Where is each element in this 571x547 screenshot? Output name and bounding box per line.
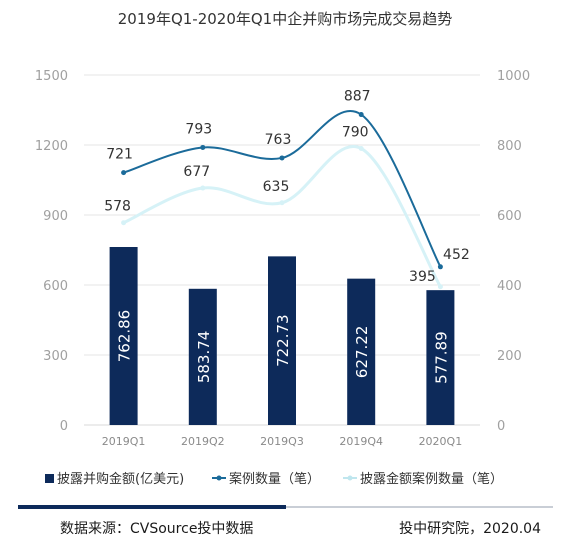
point-case-count [121, 170, 127, 176]
label-case-count: 763 [265, 132, 292, 148]
bar-label: 722.73 [274, 314, 292, 367]
bar-label: 583.74 [195, 331, 213, 384]
point-case-count [200, 144, 206, 150]
x-tick-label: 2020Q1 [419, 435, 463, 448]
right-tick-label: 200 [497, 349, 522, 364]
left-tick-label: 900 [43, 209, 68, 224]
point-disclosed-case-count [358, 146, 364, 151]
left-tick-label: 1500 [35, 69, 68, 84]
label-disclosed-case-count: 395 [409, 269, 436, 285]
point-case-count [358, 112, 364, 118]
bar [426, 290, 455, 425]
x-tick-label: 2019Q3 [260, 435, 304, 448]
point-disclosed-case-count [437, 284, 443, 290]
line-series: 578 677 635 790 395 721 793 763 887 452 [104, 89, 470, 290]
point-case-count [437, 264, 443, 270]
line-case-count [123, 110, 442, 268]
left-tick-label: 0 [60, 419, 68, 434]
bar [188, 288, 217, 425]
legend-label-bar: 披露并购金额(亿美元) [57, 471, 184, 487]
right-tick-label: 1000 [497, 69, 530, 84]
x-tick-label: 2019Q2 [181, 435, 225, 448]
point-case-count [279, 155, 285, 161]
chart-title: 2019年Q1-2020年Q1中企并购市场完成交易趋势 [118, 10, 452, 28]
x-tick-label: 2019Q1 [102, 435, 146, 448]
right-tick-label: 400 [497, 279, 522, 294]
right-tick-label: 600 [497, 209, 522, 224]
legend-marker-disclosed-case-count [347, 475, 353, 481]
bar-label: 762.86 [116, 310, 134, 363]
point-disclosed-case-count [121, 220, 127, 226]
bar [109, 246, 138, 425]
x-tick-label: 2019Q4 [339, 435, 383, 448]
right-tick-label: 0 [497, 419, 505, 434]
legend-label-case-count: 案例数量（笔） [229, 471, 320, 487]
legend: 披露并购金额(亿美元) 案例数量（笔） 披露金额案例数量（笔） [45, 471, 503, 487]
left-tick-label: 600 [43, 279, 68, 294]
label-disclosed-case-count: 790 [342, 125, 369, 141]
bar-series: 762.86 583.74 722.73 627.22 577.89 [109, 246, 455, 425]
left-axis: 0 300 600 900 1200 1500 [35, 69, 68, 434]
x-axis: 2019Q1 2019Q2 2019Q3 2019Q4 2020Q1 [102, 435, 462, 448]
left-tick-label: 300 [43, 349, 68, 364]
label-case-count: 793 [185, 121, 212, 137]
bar-label: 627.22 [353, 326, 371, 379]
gridlines [84, 74, 480, 356]
right-tick-label: 800 [497, 139, 522, 154]
right-axis: 0 200 400 600 800 1000 [497, 69, 530, 434]
label-case-count: 452 [443, 247, 470, 263]
bar-label: 577.89 [432, 331, 450, 384]
label-disclosed-case-count: 677 [183, 164, 210, 180]
legend-marker-case-count [216, 475, 222, 481]
label-case-count: 887 [344, 89, 371, 105]
line-disclosed-case-count [122, 145, 442, 288]
label-case-count: 721 [106, 147, 133, 163]
point-disclosed-case-count [200, 185, 206, 191]
legend-label-disclosed-case-count: 披露金额案例数量（笔） [360, 471, 503, 487]
bar [268, 256, 296, 425]
bar [347, 278, 376, 425]
legend-swatch-bar [45, 474, 54, 483]
left-tick-label: 1200 [35, 139, 68, 154]
label-disclosed-case-count: 578 [104, 199, 131, 215]
label-disclosed-case-count: 635 [263, 179, 290, 195]
point-disclosed-case-count [279, 200, 285, 206]
